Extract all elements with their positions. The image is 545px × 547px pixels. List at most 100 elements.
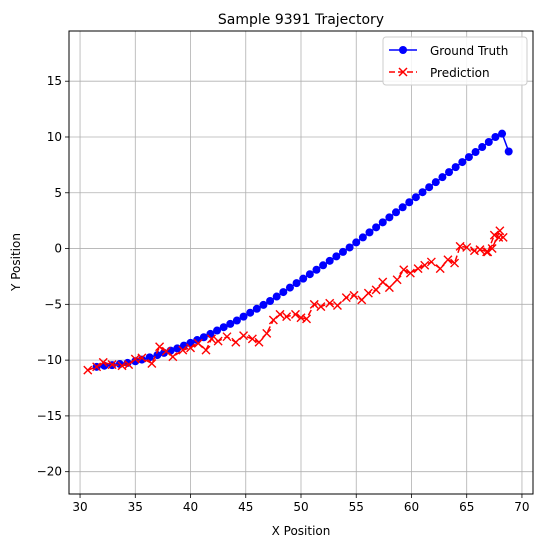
data-point-ground-truth [491,132,500,141]
data-point-ground-truth [438,173,447,182]
data-point-prediction [222,332,232,342]
data-point-prediction [275,309,285,319]
data-point-prediction [475,245,485,255]
data-point-ground-truth [246,308,255,317]
data-point-prediction [384,283,394,293]
data-point-ground-truth [232,316,241,325]
data-point-ground-truth [365,228,374,237]
data-point-ground-truth [145,353,154,362]
data-point-ground-truth [385,213,394,222]
y-tick-label: −15 [37,409,62,423]
x-tick-label: 50 [293,500,308,514]
data-point-ground-truth [219,323,228,332]
data-point-ground-truth [252,304,261,313]
data-point-ground-truth [239,312,248,321]
data-point-prediction [469,246,479,256]
x-tick-label: 55 [349,500,364,514]
data-point-ground-truth [186,338,195,347]
data-point-ground-truth [484,138,493,147]
data-point-ground-truth [213,326,222,335]
y-tick-label: −10 [37,353,62,367]
data-point-ground-truth [226,319,235,328]
data-point-ground-truth [392,208,401,217]
data-point-prediction [239,331,249,341]
data-point-ground-truth [305,270,314,279]
data-point-prediction [483,247,493,257]
data-point-prediction [207,334,217,344]
data-point-ground-truth [279,288,288,297]
data-point-ground-truth [299,274,308,283]
legend-label-ground-truth: Ground Truth [430,44,508,58]
y-tick-label: −20 [37,465,62,479]
data-point-prediction [83,365,93,375]
data-point-prediction [124,360,134,370]
x-tick-label: 45 [238,500,253,514]
data-point-prediction [137,353,147,363]
data-point-ground-truth [458,158,467,167]
data-point-ground-truth [425,183,434,192]
data-point-ground-truth [131,357,140,366]
data-point-prediction [98,357,108,367]
data-point-prediction [147,358,157,368]
data-point-prediction [309,299,319,309]
y-axis-label: Y Position [9,233,23,292]
data-point-ground-truth [266,296,275,305]
data-point-ground-truth [478,143,487,152]
data-point-prediction [262,328,272,338]
data-point-ground-truth [358,233,367,242]
data-point-prediction [405,268,415,278]
legend-box [382,36,528,86]
x-tick-label: 70 [514,500,529,514]
data-point-prediction [186,343,196,353]
data-point-prediction [302,314,312,324]
legend-label-prediction: Prediction [430,66,490,80]
y-tick-label: 0 [54,242,62,256]
data-point-prediction [247,334,257,344]
data-point-prediction [349,290,359,300]
data-point-ground-truth [451,163,460,172]
data-point-prediction [161,346,171,356]
data-point-ground-truth [378,218,387,227]
data-point-prediction [178,345,188,355]
data-point-ground-truth [345,243,354,252]
data-point-ground-truth [372,223,381,232]
data-point-ground-truth [325,256,334,265]
data-point-prediction [420,260,430,270]
x-tick-label: 30 [72,500,87,514]
data-point-ground-truth [405,198,414,207]
data-point-prediction [155,342,165,352]
data-point-ground-truth [352,238,361,247]
data-point-prediction [450,258,460,268]
data-point-prediction [487,244,497,254]
y-tick-label: 5 [54,186,62,200]
data-point-prediction [426,257,436,267]
data-point-prediction [413,264,423,274]
data-point-ground-truth [292,279,301,288]
data-point-prediction [399,265,409,275]
data-point-prediction [325,298,335,308]
data-point-ground-truth [332,252,341,261]
data-point-prediction [168,352,178,362]
data-point-prediction [482,247,492,257]
data-point-ground-truth [418,188,427,197]
data-point-prediction [392,275,402,285]
data-point-prediction [282,312,292,322]
data-point-prediction [378,277,388,287]
data-point-prediction [213,336,223,346]
data-point-ground-truth [259,300,268,309]
data-point-ground-truth [272,292,281,301]
data-point-ground-truth [398,203,407,212]
ticks: 30 35 40 45 50 55 60 65 70 −20 −15 −10 −5 0 5 10 15 [37,74,530,514]
data-point-ground-truth [312,265,321,274]
x-tick-label: 35 [128,500,143,514]
data-point-prediction [498,232,508,242]
x-tick-label: 60 [404,500,419,514]
data-point-ground-truth [411,193,420,202]
data-point-prediction [254,337,264,347]
data-point-ground-truth [504,147,513,156]
data-point-prediction [363,288,373,298]
data-point-prediction [341,293,351,303]
y-tick-label: 15 [47,74,62,88]
data-point-ground-truth [471,148,480,157]
